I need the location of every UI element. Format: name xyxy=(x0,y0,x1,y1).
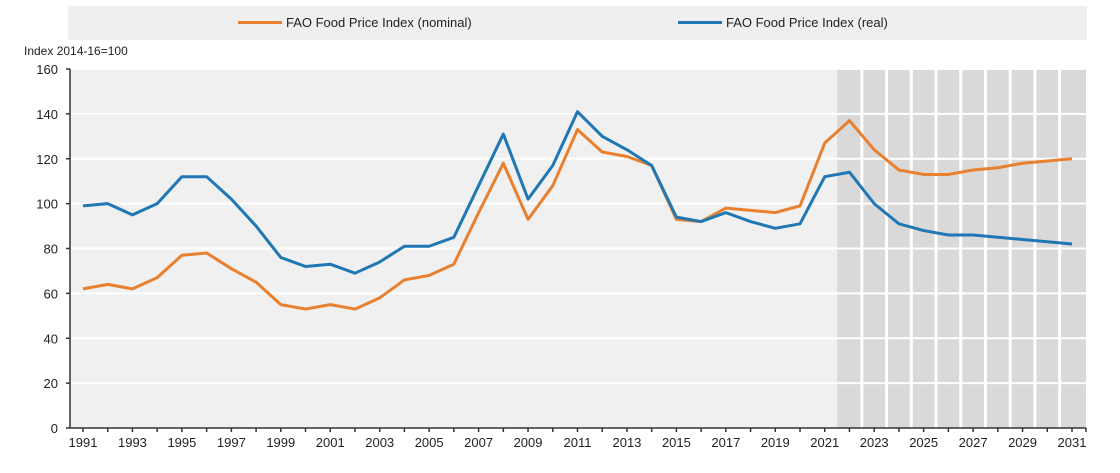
x-tick-label: 2017 xyxy=(711,435,740,450)
y-axis-label: Index 2014-16=100 xyxy=(24,44,128,58)
x-tick-label: 2029 xyxy=(1008,435,1037,450)
x-tick-label: 1997 xyxy=(217,435,246,450)
x-tick-label: 2011 xyxy=(564,435,592,450)
x-tick-label: 2031 xyxy=(1058,435,1087,450)
legend-item-real: FAO Food Price Index (real) xyxy=(678,15,888,30)
y-tick-label: 140 xyxy=(36,107,58,122)
y-tick-label: 80 xyxy=(44,242,58,257)
x-tick-label: 2003 xyxy=(365,435,394,450)
x-tick-label: 2021 xyxy=(810,435,839,450)
legend-label-real: FAO Food Price Index (real) xyxy=(726,15,888,30)
y-tick-label: 0 xyxy=(51,421,58,436)
x-tick-label: 1999 xyxy=(266,435,295,450)
chart-legend: FAO Food Price Index (nominal) FAO Food … xyxy=(68,6,1087,40)
x-tick-label: 1991 xyxy=(69,435,98,450)
y-tick-label: 40 xyxy=(44,331,58,346)
x-tick-label: 2023 xyxy=(860,435,889,450)
x-tick-label: 1995 xyxy=(167,435,196,450)
legend-label-nominal: FAO Food Price Index (nominal) xyxy=(286,15,472,30)
y-tick-label: 100 xyxy=(36,197,58,212)
x-tick-label: 2025 xyxy=(909,435,938,450)
x-tick-label: 2027 xyxy=(959,435,988,450)
legend-item-nominal: FAO Food Price Index (nominal) xyxy=(238,15,472,30)
legend-swatch-real xyxy=(678,21,722,24)
x-tick-label: 2009 xyxy=(514,435,543,450)
x-tick-label: 2015 xyxy=(662,435,691,450)
x-tick-label: 2019 xyxy=(761,435,790,450)
x-tick-label: 2007 xyxy=(464,435,493,450)
x-tick-label: 2013 xyxy=(612,435,641,450)
x-tick-label: 2005 xyxy=(415,435,444,450)
x-tick-label: 1993 xyxy=(118,435,147,450)
y-tick-label: 160 xyxy=(36,62,58,77)
y-tick-label: 120 xyxy=(36,152,58,167)
legend-swatch-nominal xyxy=(238,21,282,24)
x-tick-label: 2001 xyxy=(316,435,345,450)
y-tick-label: 60 xyxy=(44,286,58,301)
y-tick-label: 20 xyxy=(44,376,58,391)
